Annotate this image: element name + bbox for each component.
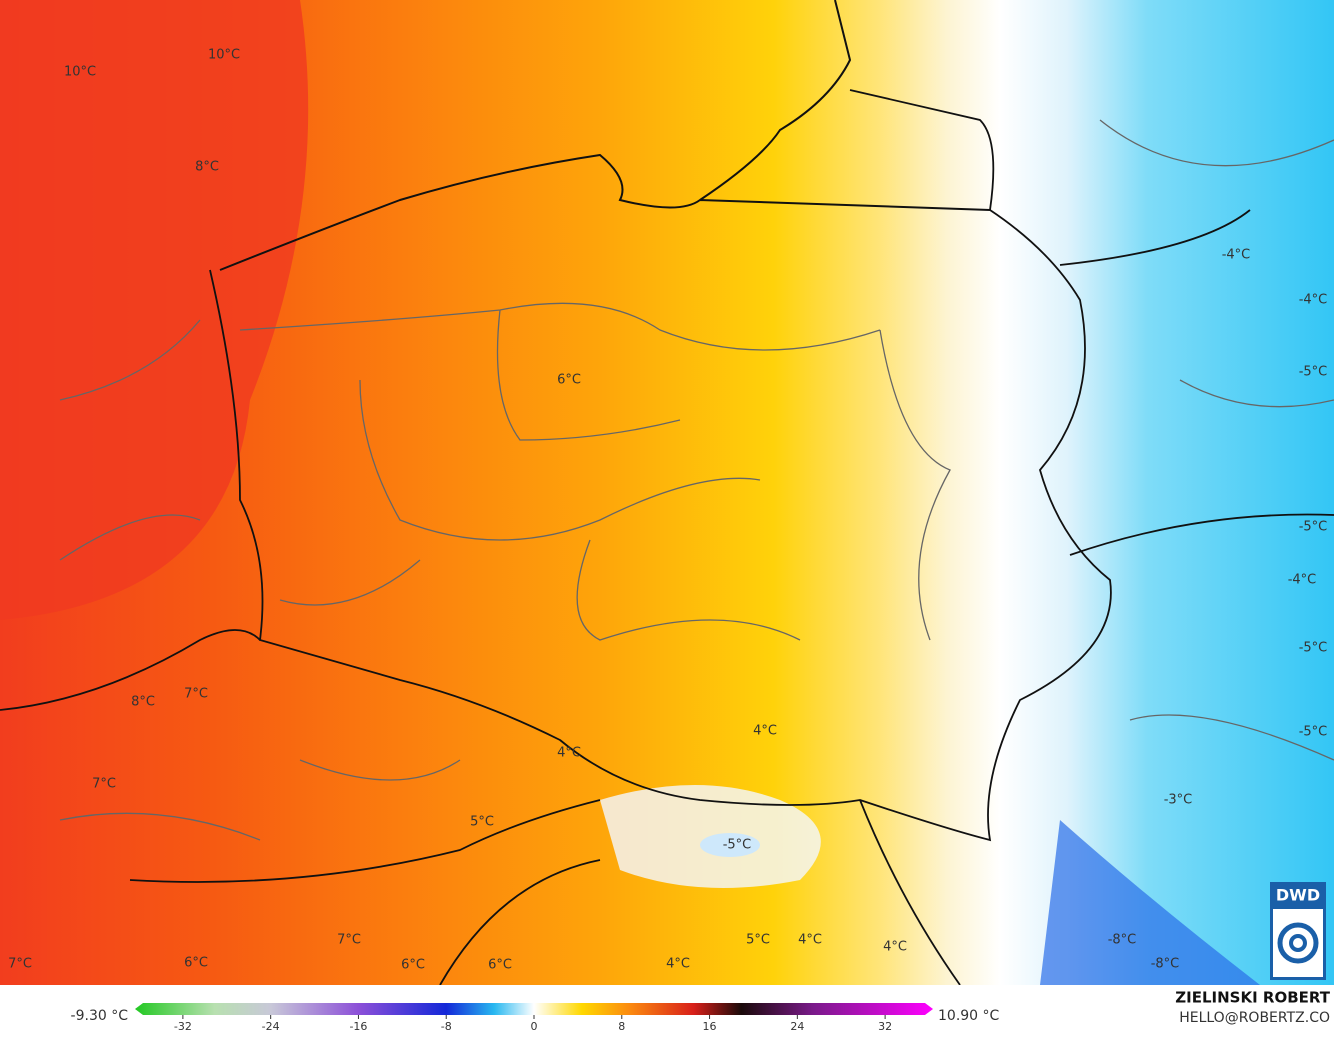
temperature-label: 4°C [798,933,822,948]
map-labels: 10°C 10°C 8°C 6°C -4°C -4°C -5°C -5°C -4°C -5°C -5… [8,48,1327,973]
colorbar: -9.30 °C 10.90 °C ZIELINSKI ROBERT HELLO… [0,985,1334,1035]
logo-swirl [1277,922,1319,964]
temperature-label: 5°C [746,933,770,948]
temperature-label: 4°C [666,957,690,972]
temperature-label: -3°C [1164,793,1193,808]
dwd-logo: DWD [1270,882,1326,980]
colorbar-tick-label: -24 [262,1020,280,1033]
warm-region [0,0,309,620]
temperature-label: 6°C [557,373,581,388]
colorbar-tick-label: 32 [878,1020,892,1033]
temperature-label: 5°C [470,815,494,830]
temperature-label: 10°C [208,48,240,63]
country-border [0,89,1334,986]
temperature-label: 4°C [557,746,581,761]
min-label: -9.30 °C [71,1008,129,1024]
temperature-label: 4°C [883,940,907,955]
logo-text: DWD [1276,886,1320,905]
temperature-label: 7°C [184,687,208,702]
temperature-label: 4°C [753,724,777,739]
temperature-label: 8°C [195,160,219,175]
map [0,0,1334,986]
temperature-label: -5°C [1299,365,1328,380]
temperature-label: -4°C [1288,573,1317,588]
temperature-label: 6°C [488,958,512,973]
colorbar-gradient [135,1003,933,1015]
coastline-border [219,0,991,271]
temperature-label: -8°C [1108,933,1137,948]
temperature-label: 7°C [337,933,361,948]
temperature-label: -4°C [1222,248,1251,263]
author: ZIELINSKI ROBERT [1175,989,1330,1007]
mountain-region [600,785,821,888]
colorbar-tick-label: 16 [703,1020,717,1033]
temperature-label: 6°C [401,958,425,973]
temperature-label: -5°C [723,838,752,853]
temperature-label: 6°C [184,956,208,971]
max-label: 10.90 °C [938,1008,1000,1024]
temperature-label: 7°C [8,957,32,972]
temperature-label: -5°C [1299,725,1328,740]
temperature-label: 8°C [131,695,155,710]
cold-region [1040,820,1260,985]
temperature-label: -5°C [1299,520,1328,535]
colorbar-tick-label: -32 [174,1020,192,1033]
colorbar-tick-label: -16 [349,1020,367,1033]
colorbar-tick-label: -8 [441,1020,452,1033]
colorbar-tick-label: 0 [531,1020,538,1033]
logo-swirl-inner [1289,934,1307,952]
temperature-label: -5°C [1299,641,1328,656]
email: HELLO@ROBERTZ.CO [1179,1010,1330,1026]
temperature-label: -8°C [1151,957,1180,972]
temperature-label: -4°C [1299,293,1328,308]
temperature-label: 7°C [92,777,116,792]
region-border [59,119,1334,841]
colorbar-tick-label: 8 [618,1020,625,1033]
temperature-label: 10°C [64,65,96,80]
colorbar-tick-label: 24 [790,1020,804,1033]
